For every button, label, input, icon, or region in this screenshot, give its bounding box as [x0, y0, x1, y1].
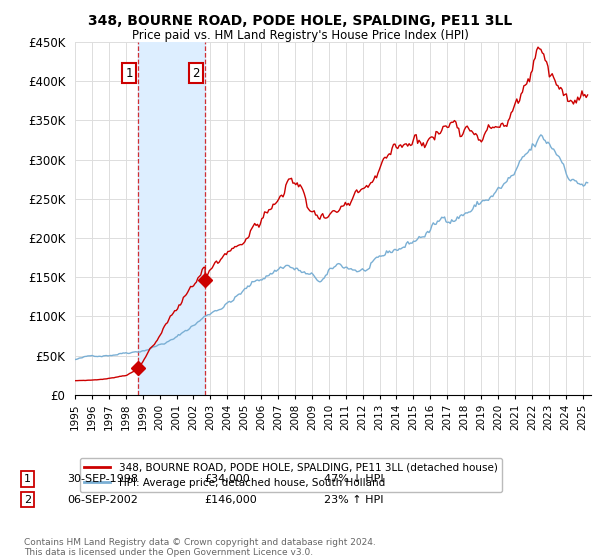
Text: 23% ↑ HPI: 23% ↑ HPI	[324, 494, 383, 505]
Text: 348, BOURNE ROAD, PODE HOLE, SPALDING, PE11 3LL: 348, BOURNE ROAD, PODE HOLE, SPALDING, P…	[88, 14, 512, 28]
Text: Price paid vs. HM Land Registry's House Price Index (HPI): Price paid vs. HM Land Registry's House …	[131, 29, 469, 42]
Text: 1: 1	[24, 474, 31, 484]
Text: 2: 2	[24, 494, 31, 505]
Text: 30-SEP-1998: 30-SEP-1998	[67, 474, 138, 484]
Bar	[139, 42, 205, 395]
Text: £146,000: £146,000	[204, 494, 257, 505]
Text: Contains HM Land Registry data © Crown copyright and database right 2024.
This d: Contains HM Land Registry data © Crown c…	[24, 538, 376, 557]
Text: 2: 2	[192, 67, 200, 80]
Text: 06-SEP-2002: 06-SEP-2002	[67, 494, 138, 505]
Legend: 348, BOURNE ROAD, PODE HOLE, SPALDING, PE11 3LL (detached house), HPI: Average p: 348, BOURNE ROAD, PODE HOLE, SPALDING, P…	[80, 458, 502, 492]
Text: 1: 1	[125, 67, 133, 80]
Text: £34,000: £34,000	[204, 474, 250, 484]
Text: 47% ↓ HPI: 47% ↓ HPI	[324, 474, 383, 484]
